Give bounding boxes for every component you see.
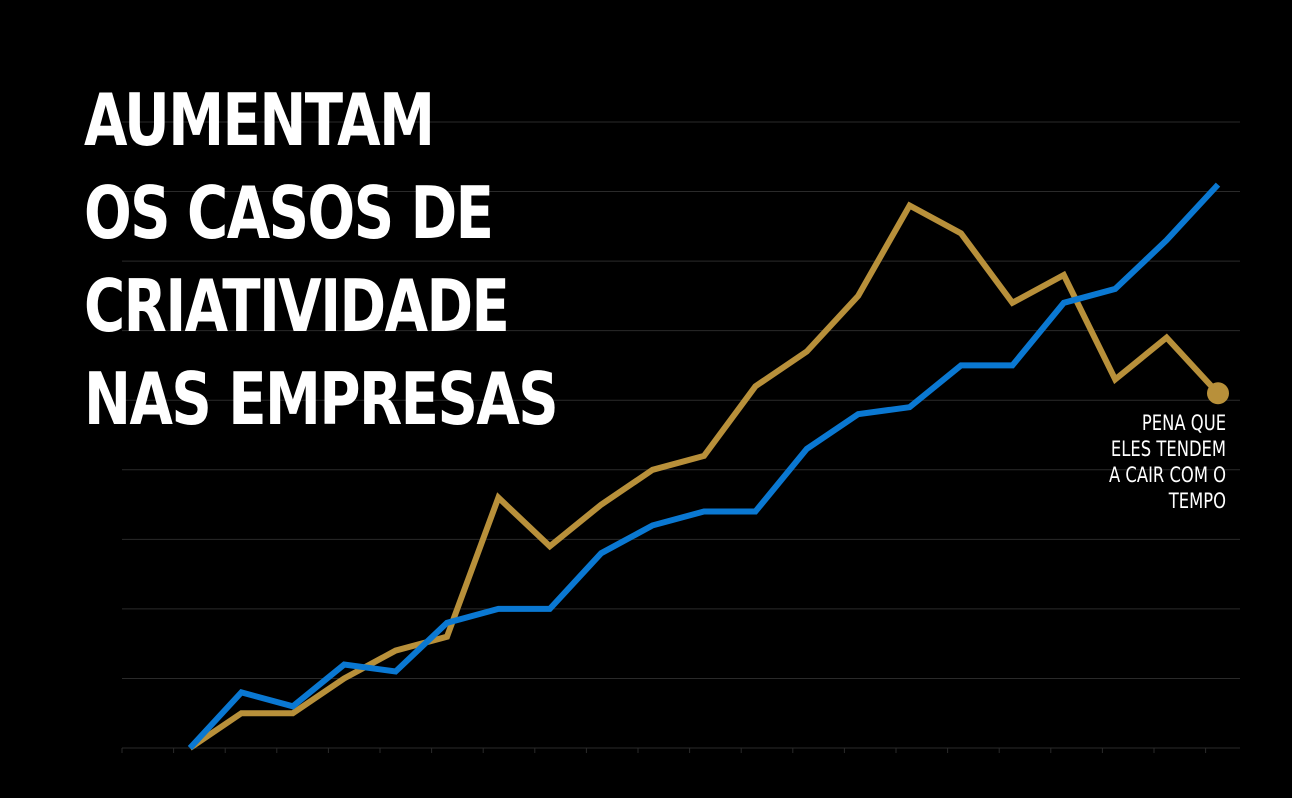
annotation-line: PENA QUE <box>1141 411 1226 435</box>
annotation-line: ELES TENDEM <box>1110 437 1226 461</box>
title-line: AUMENTAM <box>84 78 435 162</box>
chart-series <box>187 182 1229 751</box>
x-axis-ticks <box>121 748 1207 753</box>
title-line: OS CASOS DE <box>84 171 494 255</box>
chart-grid <box>122 121 1240 749</box>
title-line: CRIATIVIDADE <box>84 264 510 348</box>
page-title: AUMENTAM OS CASOS DE CRIATIVIDADE NAS EM… <box>84 74 559 446</box>
end-marker-dot <box>1207 382 1229 405</box>
title-line: NAS EMPRESAS <box>84 357 559 441</box>
chart-annotation: PENA QUE ELES TENDEM A CAIR COM O TEMPO <box>1109 410 1226 514</box>
annotation-line: A CAIR COM O <box>1108 463 1226 487</box>
annotation-line: TEMPO <box>1168 489 1226 513</box>
series-blue <box>187 182 1221 751</box>
